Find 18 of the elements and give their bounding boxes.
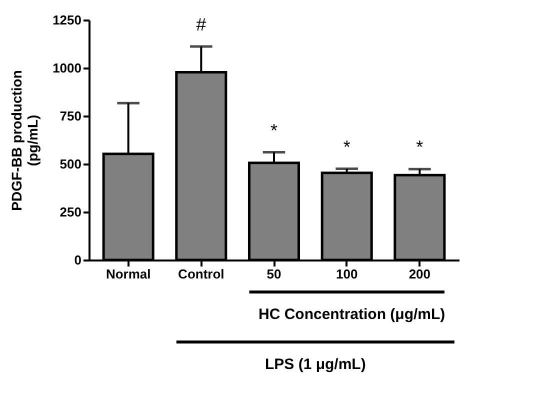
y-tick-label: 250 xyxy=(60,204,82,220)
y-tick-label: 0 xyxy=(74,252,82,268)
x-tick-label: 50 xyxy=(266,266,282,282)
y-tick-label: 1000 xyxy=(52,60,82,76)
y-tick-label: 1250 xyxy=(52,12,82,28)
annotation: * xyxy=(416,137,424,158)
y-tick-label: 500 xyxy=(60,156,82,172)
x-tick-label: Control xyxy=(178,266,224,282)
text: LPS (1 μg/mL) xyxy=(264,356,366,373)
x-tick-label: 100 xyxy=(336,266,358,282)
annotation: * xyxy=(343,136,350,157)
x-tick-label: 200 xyxy=(408,266,431,282)
annotation: * xyxy=(270,120,278,140)
x-axis-title: HC Concentration (μg/mL) xyxy=(258,306,446,323)
x-tick-label: Normal xyxy=(106,266,151,282)
y-axis-title: PDGF-BB production (pg/mL) xyxy=(8,70,41,211)
annotation: # xyxy=(196,14,206,34)
y-tick-label: 750 xyxy=(60,108,82,124)
